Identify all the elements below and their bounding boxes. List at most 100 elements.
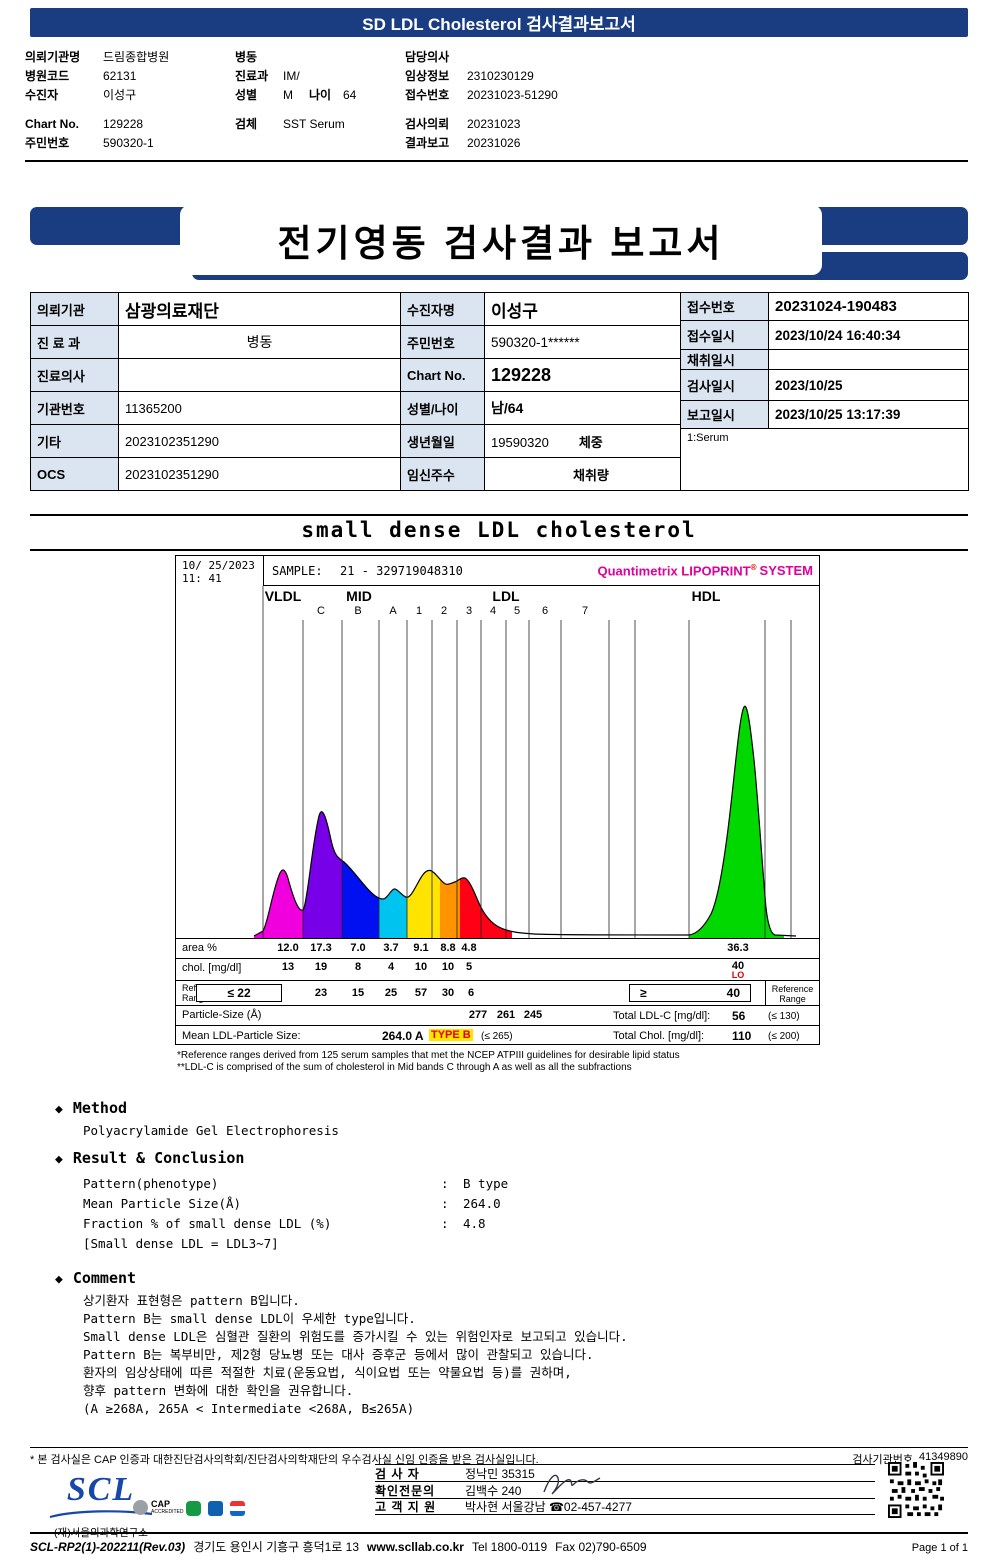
lipoprint-brand: Quantimetrix LIPOPRINT® SYSTEM — [597, 563, 813, 578]
group-label-mid: MID — [346, 588, 372, 604]
field-row: 담당의사 — [405, 48, 735, 67]
field-label: 병동 — [235, 50, 258, 64]
reference-value: 15 — [351, 987, 365, 999]
area-value: 8.8 — [440, 942, 456, 954]
particle-size-value: 261 — [496, 1009, 516, 1021]
field-row: 성별 M 나이 64 — [235, 86, 403, 105]
gte-sign: ≥ — [640, 986, 647, 1000]
cell-value — [768, 349, 969, 370]
table-row: 기관번호 11365200 성별/나이 남/64 — [30, 391, 681, 425]
cell-label: 생년월일 — [400, 424, 485, 458]
cell-value: 남/64 — [484, 391, 681, 425]
patient-header-col2: 병동 진료과 IM/ 성별 M 나이 64 검체 SST Serum — [235, 48, 403, 134]
field-label: 병원코드 — [25, 69, 70, 83]
subband-label: 7 — [581, 605, 589, 617]
field-value: 이성구 — [103, 88, 137, 102]
group-label-hdl: HDL — [691, 588, 721, 604]
field-row: 검사의뢰 20231023 — [405, 115, 735, 134]
cell-value: 11365200 — [118, 391, 401, 425]
staff-value: 정낙민 35315 — [465, 1466, 535, 1481]
reference-value: 23 — [314, 987, 328, 999]
chol-value: 13 — [281, 961, 295, 973]
cell-label: 검사일시 — [680, 369, 769, 401]
footnote-1: *Reference ranges derived from 125 serum… — [177, 1050, 680, 1061]
field-label: 접수번호 — [405, 88, 450, 102]
patient-header-col3: 담당의사 임상정보 2310230129 접수번호 20231023-51290 검… — [405, 48, 735, 153]
staff-block: 검 사 자 정낙민 35315 확인전문의 김백수 240 고 객 지 원 박사현 서… — [375, 1464, 875, 1515]
plot-labels: VLDL MID LDL HDL C B A 1 2 3 4 5 6 7 — [176, 586, 819, 620]
reference-value: 30 — [441, 987, 455, 999]
field-label: 진료과 — [235, 69, 269, 83]
field-value: 64 — [343, 88, 357, 102]
hdl-reference-box: ≥40 — [629, 984, 751, 1002]
cell-label: 접수일시 — [680, 320, 769, 350]
field-label: 의뢰기관명 — [25, 50, 81, 64]
cell-label: 기관번호 — [30, 391, 119, 425]
cell-value: 삼광의료재단 — [118, 292, 401, 326]
cell-label: 성별/나이 — [400, 391, 485, 425]
table-row: 보고일시 2023/10/25 13:17:39 — [680, 400, 969, 429]
diamond-bullet-icon — [55, 1269, 73, 1287]
cell-value: 병동 — [118, 325, 401, 359]
cell-value: 이성구 — [484, 292, 681, 326]
total-ldl-value: 56 — [732, 1009, 746, 1023]
cell-label: 의뢰기관 — [30, 292, 119, 326]
chart-date: 10/ 25/2023 — [182, 559, 255, 572]
comment-line: (A ≥268A, 265A < Intermediate <268A, B≤2… — [83, 1401, 415, 1416]
chol-value: 8 — [354, 961, 362, 973]
cholesterol-row: chol. [mg/dl] 13 19 8 4 10 10 5 40 LO — [176, 958, 819, 980]
footer-bottom-divider — [30, 1532, 968, 1534]
brand-name: Quantimetrix LIPOPRINT — [597, 563, 751, 579]
subband-label: 4 — [489, 605, 497, 617]
area-value: 3.7 — [383, 942, 399, 954]
lipoprint-chart: 10/ 25/2023 11: 41 SAMPLE: 21 - 32971904… — [175, 555, 820, 1045]
group-label-ldl: LDL — [492, 588, 520, 604]
total-chol-value: 110 — [732, 1029, 752, 1043]
hdl-reference-value: 40 — [726, 986, 740, 1000]
comment-heading-text: Comment — [72, 1269, 137, 1287]
cell-value: 20231024-190483 — [768, 292, 969, 321]
result-item-value: B type — [463, 1176, 509, 1191]
subband-label: A — [389, 605, 397, 617]
cell-value: 2023/10/24 16:40:34 — [768, 320, 969, 350]
telephone: Tel 1800-0119 — [471, 1540, 548, 1554]
footnote-2: **LDL-C is comprised of the sum of chole… — [177, 1062, 632, 1073]
total-chol-reference: (≤ 200) — [768, 1031, 800, 1042]
cell-label: 임신주수 — [400, 457, 485, 491]
field-value: 2310230129 — [467, 69, 534, 83]
result-item: Fraction % of small dense LDL (%):4.8 — [83, 1214, 955, 1234]
signature-icon — [543, 1474, 601, 1495]
particle-size-row: Particle-Size (Å) 277 261 245 Total LDL-… — [176, 1005, 819, 1025]
field-row: 의뢰기관명 드림종합병원 — [25, 48, 230, 67]
field-label: 성별 — [235, 88, 258, 102]
chol-row-label: chol. [mg/dl] — [182, 962, 242, 974]
chart-datetime: 10/ 25/2023 11: 41 — [182, 559, 255, 585]
patient-header-col1: 의뢰기관명 드림종합병원 병원코드 62131 수진자 이성구 Chart No. 12… — [25, 48, 230, 153]
comment-line: Pattern B는 복부비만, 제2형 당뇨병 또는 대사 증후군 등에서 많… — [83, 1347, 594, 1362]
scl-logo-text: SCL — [66, 1471, 136, 1508]
cap-accredited-logo: CAP ACCREDITED — [133, 1500, 184, 1515]
chart-header: SAMPLE: 21 - 329719048310 Quantimetrix L… — [263, 556, 819, 586]
sample-value: 21 - 329719048310 — [340, 564, 463, 578]
reference-label-line2: Range — [182, 993, 224, 1003]
reference-value: 25 — [384, 987, 398, 999]
staff-row: 검 사 자 정낙민 35315 — [375, 1464, 875, 1481]
cap-emblem-icon — [133, 1500, 148, 1515]
table-row: 기타 2023102351290 생년월일 19590320 체중 — [30, 424, 681, 458]
registered-mark-icon: ® — [750, 563, 757, 572]
field-row: 수진자 이성구 — [25, 86, 230, 105]
cert-note-text: * 본 검사실은 CAP 인증과 대한진단검사의학회/진단검사의학재단의 우수검… — [30, 1454, 539, 1466]
mean-particle-row: Mean LDL-Particle Size: 264.0 A TYPE B (… — [176, 1025, 819, 1046]
cell-label: 채취일시 — [680, 349, 769, 370]
chol-value: 10 — [441, 961, 455, 973]
signature — [540, 1470, 604, 1503]
area-value: 36.3 — [727, 942, 749, 954]
result-heading: Result & Conclusion — [55, 1148, 955, 1168]
comment-line: 향후 pattern 변화에 대한 확인을 권유합니다. — [83, 1383, 354, 1398]
field-value: IM/ — [283, 69, 300, 83]
field-value: SST Serum — [283, 117, 345, 131]
cell-value: 2023/10/25 — [768, 369, 969, 401]
total-chol-label: Total Chol. [mg/dl]: — [613, 1030, 705, 1042]
section-divider-bottom — [30, 549, 968, 551]
vldl-reference-box: ≤ 22 — [196, 984, 282, 1002]
